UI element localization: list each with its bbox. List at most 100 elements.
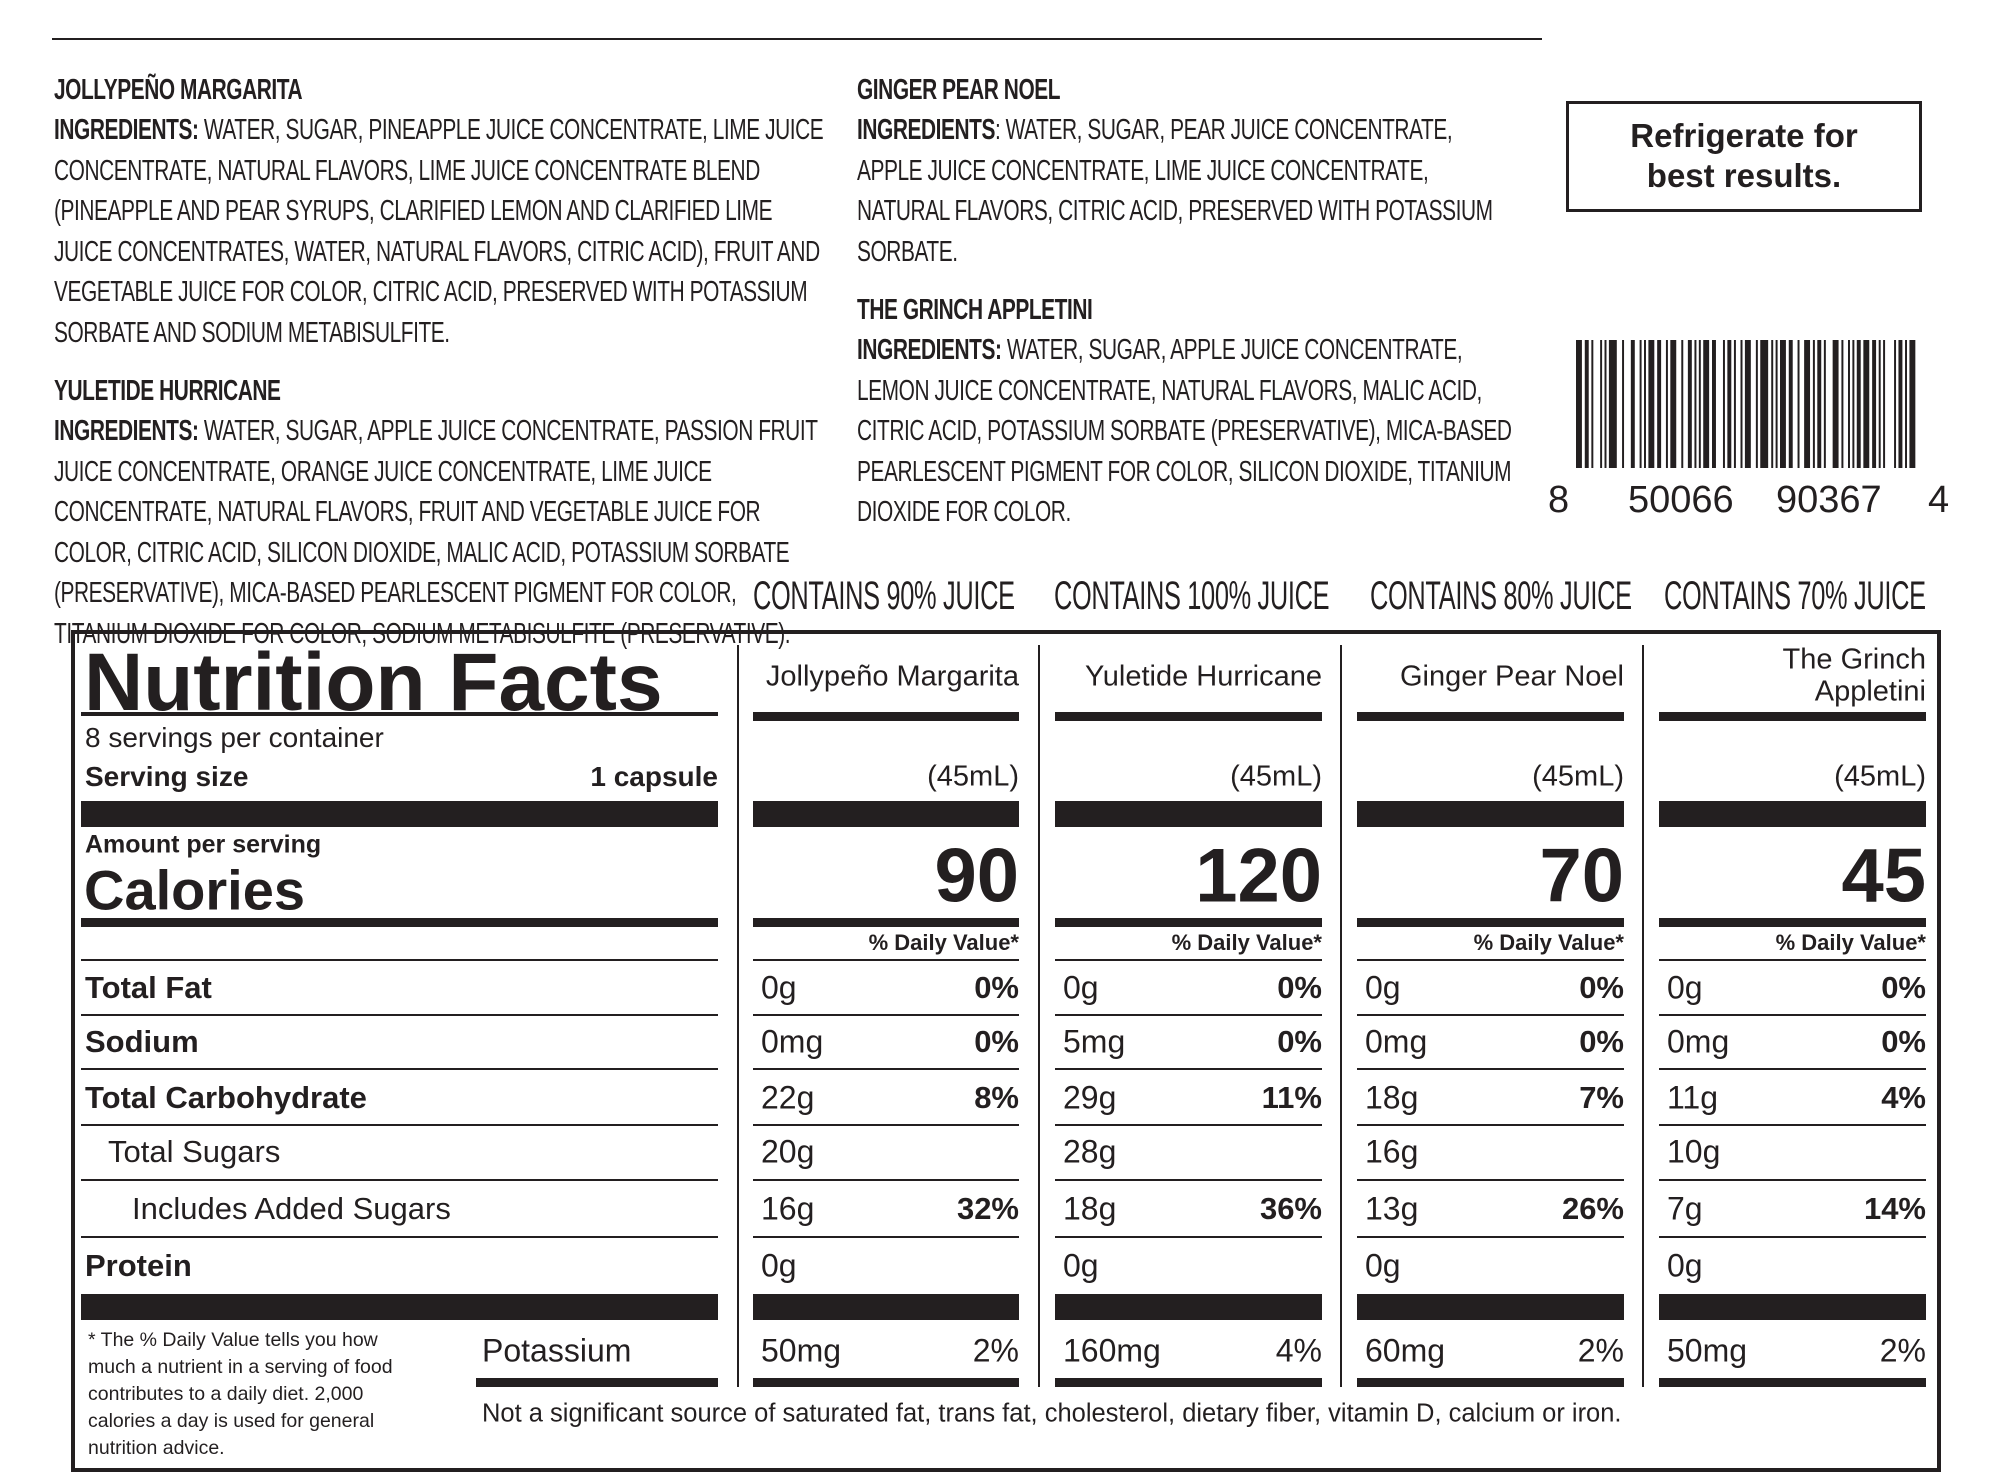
column-divider — [737, 645, 739, 1387]
nutrient-amount: 0g — [1667, 969, 1703, 1006]
barcode-bar — [1630, 340, 1635, 468]
nutrient-daily-value: 36% — [1259, 1191, 1322, 1226]
thick-bar — [1659, 801, 1926, 827]
barcode-bar — [1694, 340, 1697, 468]
thin-rule — [753, 959, 1019, 961]
nutrient-amount: 0g — [1365, 969, 1401, 1006]
barcode-bar — [1648, 340, 1655, 468]
amount-per-serving: Amount per serving — [85, 830, 322, 859]
medium-bar — [1659, 918, 1926, 927]
refrigerate-box: Refrigerate for best results. — [1566, 101, 1922, 212]
not-significant-note: Not a significant source of saturated fa… — [482, 1399, 1622, 1428]
row-rule — [1055, 1236, 1322, 1238]
row-rule — [753, 1014, 1019, 1016]
barcode-bar — [1856, 340, 1861, 468]
barcode-bar — [1608, 340, 1617, 468]
row-rule — [1357, 1068, 1624, 1070]
barcode-bar — [1788, 340, 1793, 468]
row-rule — [81, 1179, 718, 1181]
medium-bar — [1659, 1378, 1926, 1387]
nutrient-amount: 0mg — [1667, 1023, 1730, 1060]
product-name-line2: Appletini — [1814, 675, 1926, 708]
thick-bar — [1055, 1294, 1322, 1320]
daily-value-header: % Daily Value* — [1171, 930, 1322, 955]
nutrient-daily-value: 0% — [1881, 1024, 1926, 1059]
barcode-digits-right: 90367 — [1776, 479, 1882, 521]
nutrient-daily-value: 26% — [1561, 1191, 1624, 1226]
barcode-digits-check: 4 — [1928, 479, 1949, 521]
serving-volume: (45mL) — [1230, 760, 1322, 793]
ingredients-text: WATER, SUGAR, PINEAPPLE JUICE CONCENTRAT… — [54, 114, 824, 349]
medium-bar — [1357, 1378, 1624, 1387]
thick-bar — [1659, 1294, 1926, 1320]
nutrient-daily-value: 0% — [1579, 1024, 1624, 1059]
barcode-bar — [1712, 340, 1716, 468]
row-rule — [753, 1179, 1019, 1181]
barcode-bar — [1670, 340, 1677, 468]
nutrient-amount: 11g — [1667, 1079, 1719, 1116]
barcode-bar — [1852, 340, 1855, 468]
barcode-bar — [1878, 340, 1881, 468]
barcode-bar — [1817, 340, 1822, 468]
thick-bar — [1055, 801, 1322, 827]
thick-bar — [81, 1294, 718, 1320]
nutrient-label: Total Sugars — [108, 1134, 281, 1169]
barcode-bar — [1733, 340, 1736, 468]
medium-bar — [476, 1378, 718, 1387]
ingredients-label: INGREDIENTS — [857, 114, 995, 146]
row-rule — [1659, 1179, 1926, 1181]
daily-value-header: % Daily Value* — [1473, 930, 1624, 955]
barcode-bar — [1823, 340, 1826, 468]
barcode-bar — [1832, 340, 1839, 468]
row-rule — [1357, 1236, 1624, 1238]
barcode-digits-left: 50066 — [1628, 479, 1734, 521]
product-name: Ginger Pear Noel — [1399, 660, 1624, 693]
barcode-bar — [1687, 340, 1692, 468]
row-rule — [753, 1068, 1019, 1070]
thick-bar — [1357, 1294, 1624, 1320]
nutrient-amount: 29g — [1063, 1079, 1117, 1116]
nutrient-daily-value: 7% — [1579, 1080, 1624, 1115]
nutrient-amount: 0g — [761, 1247, 797, 1284]
ingredient-title: YULETIDE HURRICANE — [54, 375, 281, 407]
barcode-bar — [1780, 340, 1786, 468]
barcode-bar — [1622, 340, 1625, 468]
barcode-bar — [1898, 340, 1903, 468]
barcode-bar — [1905, 340, 1908, 468]
nutrient-daily-value: 14% — [1863, 1191, 1926, 1226]
barcode-bar — [1740, 340, 1743, 468]
ingredients-label: INGREDIENTS: — [857, 334, 1002, 366]
thick-bar — [753, 801, 1019, 827]
barcode-bar — [1755, 340, 1758, 468]
column-divider — [1038, 645, 1040, 1387]
nutrient-amount: 5mg — [1063, 1023, 1126, 1060]
calories-value: 70 — [1539, 833, 1624, 919]
row-rule — [81, 1236, 718, 1238]
servings-per-container: 8 servings per container — [85, 722, 384, 753]
barcode-bar — [1883, 340, 1886, 468]
barcode-bar — [1681, 340, 1684, 468]
thick-bar — [1357, 801, 1624, 827]
ingredients-ginger-pear: GINGER PEAR NOEL INGREDIENTS: WATER, SUG… — [857, 70, 1519, 272]
thin-rule — [1055, 959, 1322, 961]
nutrient-daily-value: 0% — [1277, 1024, 1322, 1059]
nutrient-amount: 18g — [1063, 1190, 1117, 1227]
column-divider — [1340, 645, 1342, 1387]
thin-rule — [1357, 959, 1624, 961]
barcode-bar — [1600, 340, 1603, 468]
thin-rule — [1659, 959, 1926, 961]
serving-volume: (45mL) — [927, 760, 1019, 793]
row-rule — [1659, 1124, 1926, 1126]
barcode-bar — [1804, 340, 1811, 468]
nutrient-daily-value: 8% — [974, 1080, 1019, 1115]
ingredients-text: : WATER, SUGAR, PEAR JUICE CONCENTRATE, … — [857, 114, 1493, 268]
nutrient-amount: 13g — [1365, 1190, 1419, 1227]
barcode-bar — [1698, 340, 1701, 468]
refrigerate-line2: best results. — [1646, 157, 1842, 194]
nutrient-amount: 0g — [1667, 1247, 1703, 1284]
product-name: Jollypeño Margarita — [765, 660, 1019, 693]
nutrient-daily-value: 4% — [1881, 1080, 1926, 1115]
potassium-amount: 60mg — [1365, 1332, 1446, 1369]
column-divider — [1642, 645, 1644, 1387]
row-rule — [1659, 1068, 1926, 1070]
